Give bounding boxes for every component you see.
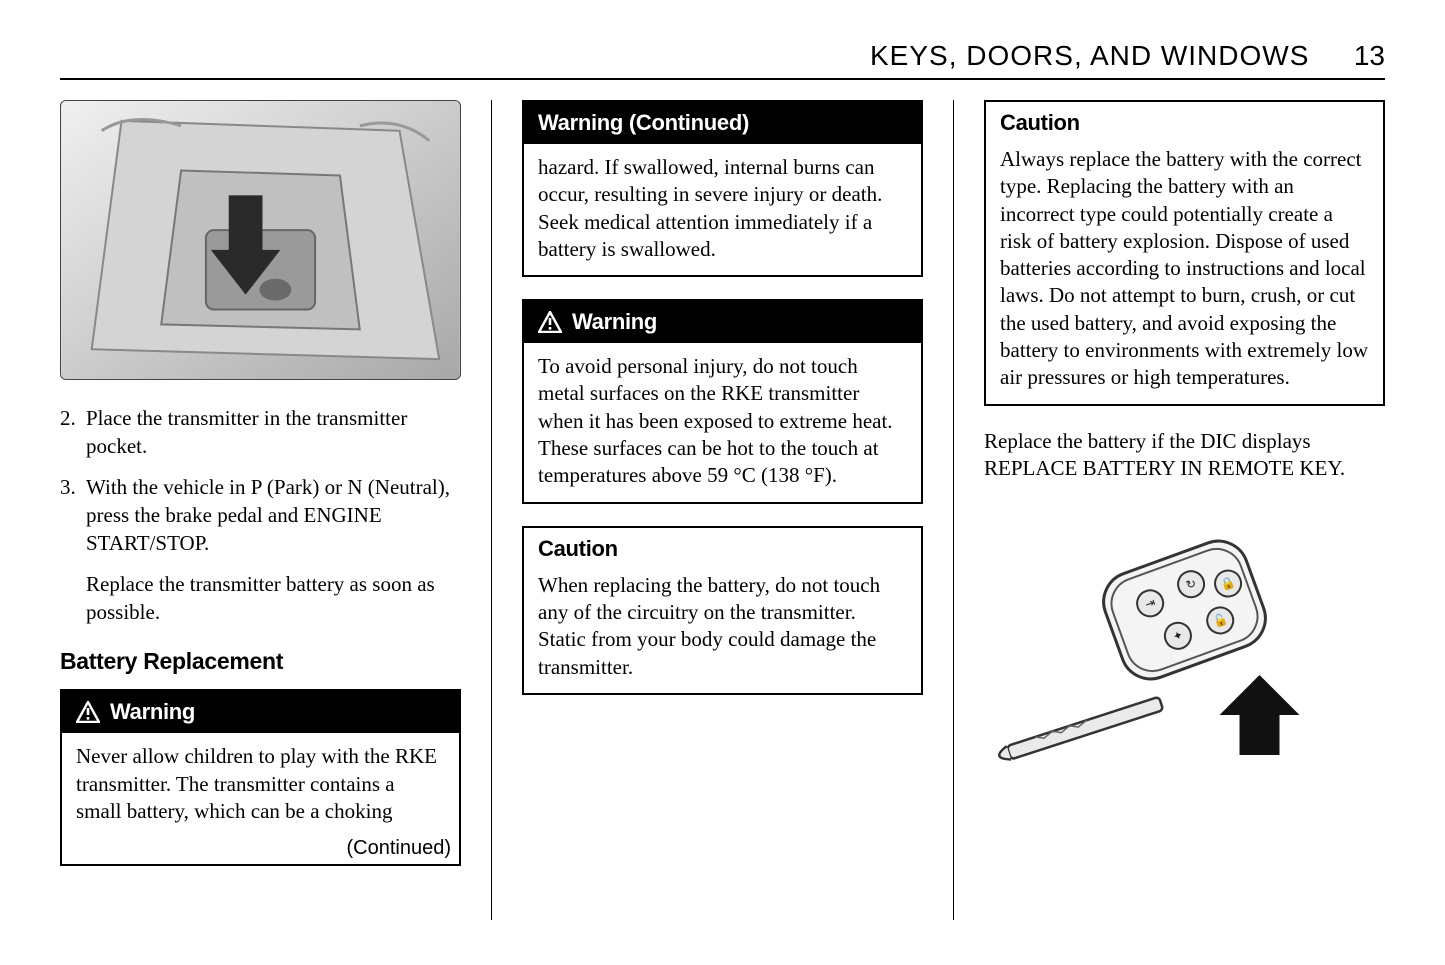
content-columns: 2. Place the transmitter in the transmit… (60, 100, 1385, 920)
warning-continued-label: (Continued) (62, 837, 459, 864)
warning-continued-title: Warning (Continued) (538, 110, 749, 136)
column-1: 2. Place the transmitter in the transmit… (60, 100, 492, 920)
step-2: 2. Place the transmitter in the transmit… (60, 404, 461, 461)
step-text: With the vehicle in P (Park) or N (Neutr… (86, 473, 461, 558)
warning-title: Warning (572, 309, 657, 335)
page-number: 13 (1354, 40, 1385, 71)
step-3: 3. With the vehicle in P (Park) or N (Ne… (60, 473, 461, 558)
console-illustration (61, 101, 460, 379)
warning-body: hazard. If swallowed, internal burns can… (524, 144, 921, 275)
caution-box-1: Caution When replacing the battery, do n… (522, 526, 923, 695)
caution-title: Caution (538, 536, 618, 562)
warning-body: Never allow children to play with the RK… (62, 733, 459, 837)
warning-title: Warning (110, 699, 195, 725)
warning-continued-box: Warning (Continued) hazard. If swallowed… (522, 100, 923, 277)
caution-body: Always replace the battery with the corr… (986, 136, 1383, 404)
subheading-battery-replacement: Battery Replacement (60, 648, 461, 675)
caution-header: Caution (524, 528, 921, 562)
column-3: Caution Always replace the battery with … (984, 100, 1385, 920)
step-text: Place the transmitter in the transmitter… (86, 404, 461, 461)
warning-header: Warning (62, 691, 459, 733)
warning-header: Warning (Continued) (524, 102, 921, 144)
figure-keyfob: ⇥ ↻ 🔒 ✦ 🔓 (984, 500, 1385, 800)
step-3-extra: Replace the transmitter battery as soon … (86, 570, 461, 627)
step-number: 3. (60, 473, 86, 558)
caution-body: When replacing the battery, do not touch… (524, 562, 921, 693)
figure-console (60, 100, 461, 380)
caution-title: Caution (1000, 110, 1080, 136)
section-title: KEYS, DOORS, AND WINDOWS (870, 40, 1309, 71)
step-number: 2. (60, 404, 86, 461)
column-2: Warning (Continued) hazard. If swallowed… (522, 100, 954, 920)
page-header: KEYS, DOORS, AND WINDOWS 13 (60, 40, 1385, 80)
caution-header: Caution (986, 102, 1383, 136)
warning-triangle-icon (538, 311, 562, 333)
replace-battery-paragraph: Replace the battery if the DIC displays … (984, 428, 1385, 483)
warning-header: Warning (524, 301, 921, 343)
keyfob-illustration: ⇥ ↻ 🔒 ✦ 🔓 (984, 500, 1385, 800)
warning-body: To avoid personal injury, do not touch m… (524, 343, 921, 501)
warning-box-1: Warning Never allow children to play wit… (60, 689, 461, 866)
warning-box-2: Warning To avoid personal injury, do not… (522, 299, 923, 503)
warning-triangle-icon (76, 701, 100, 723)
caution-box-2: Caution Always replace the battery with … (984, 100, 1385, 406)
instruction-steps: 2. Place the transmitter in the transmit… (60, 404, 461, 570)
